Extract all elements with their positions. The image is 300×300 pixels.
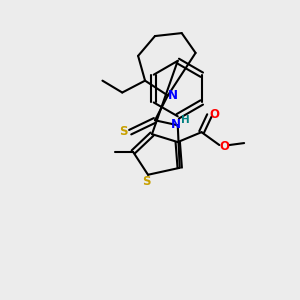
Text: N: N (171, 118, 181, 131)
Text: O: O (219, 140, 229, 152)
Text: S: S (142, 175, 150, 188)
Text: O: O (209, 108, 219, 121)
Text: S: S (119, 125, 128, 138)
Text: H: H (181, 115, 190, 125)
Text: N: N (168, 89, 178, 102)
